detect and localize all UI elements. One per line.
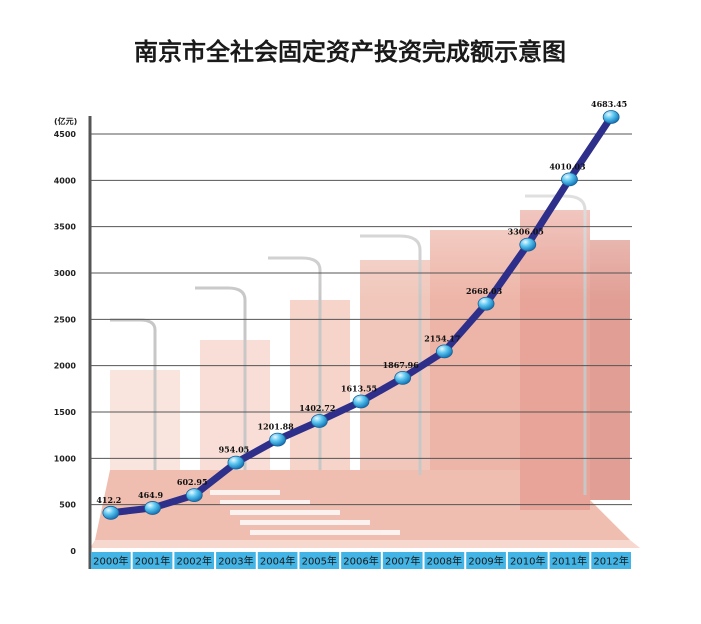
data-label: 1613.55 xyxy=(341,383,377,393)
category-cell xyxy=(466,552,506,569)
x-tick-label: 2007年 xyxy=(385,555,420,568)
data-point xyxy=(352,394,370,409)
y-tick-label: 1500 xyxy=(54,408,77,417)
y-tick-label: 500 xyxy=(59,501,76,510)
chart-title: 南京市全社会固定资产投资完成额示意图 xyxy=(134,37,566,66)
data-point xyxy=(435,344,453,359)
category-cell xyxy=(341,552,381,569)
data-point xyxy=(602,110,620,124)
data-point xyxy=(102,505,120,520)
data-label: 1201.88 xyxy=(258,422,295,432)
category-cell xyxy=(174,552,215,569)
category-cell xyxy=(299,552,340,569)
y-tick-label: 4000 xyxy=(54,176,77,185)
y-axis-unit-label: (亿元) xyxy=(54,116,77,126)
x-tick-label: 2008年 xyxy=(427,555,462,568)
data-label: 464.9 xyxy=(138,490,163,500)
x-tick-label: 2000年 xyxy=(93,555,128,568)
data-label: 954.05 xyxy=(219,445,250,455)
category-cell xyxy=(91,552,131,569)
category-cell xyxy=(424,552,465,569)
data-point xyxy=(477,296,495,311)
category-cell xyxy=(382,552,423,569)
x-tick-label: 2006年 xyxy=(343,555,378,568)
category-cell xyxy=(257,552,298,569)
data-value-labels: 412.2 464.9 602.95 954.05 1201.88 1402.72 1613… xyxy=(96,99,627,505)
y-tick-label: 3500 xyxy=(54,223,77,232)
data-label: 412.2 xyxy=(96,495,121,505)
data-label: 4683.45 xyxy=(591,99,627,109)
category-cell xyxy=(216,552,256,569)
data-point xyxy=(185,488,203,503)
category-axis: 2000年 2001年 2002年 2003年 2004年 2005年 2006年 2007年… xyxy=(91,552,631,569)
data-label: 2668.03 xyxy=(466,286,503,296)
background-city-scene xyxy=(90,100,640,548)
y-tick-label: 2500 xyxy=(54,315,77,324)
data-point xyxy=(561,172,578,187)
y-tick-label: 3000 xyxy=(54,269,77,278)
category-cell xyxy=(591,552,631,569)
data-point xyxy=(519,237,537,252)
data-label: 1867.96 xyxy=(383,360,420,370)
x-tick-label: 2010年 xyxy=(510,555,545,568)
data-label: 4010.03 xyxy=(549,161,586,171)
data-point-markers xyxy=(102,110,620,520)
x-tick-label: 2005年 xyxy=(302,555,337,568)
y-tick-label: 1000 xyxy=(54,454,77,463)
x-tick-label: 2004年 xyxy=(260,555,295,568)
y-axis-ticks: 0 500 1000 1500 2000 2500 3000 3500 4000 4500 xyxy=(54,130,77,556)
x-tick-label: 2011年 xyxy=(552,555,587,568)
data-label: 2154.17 xyxy=(424,333,460,343)
data-label: 3306.05 xyxy=(508,227,544,237)
x-tick-label: 2003年 xyxy=(218,555,253,568)
data-point xyxy=(394,371,412,385)
y-tick-label: 2000 xyxy=(54,362,77,371)
y-tick-label: 0 xyxy=(70,547,76,556)
category-cell xyxy=(549,552,590,569)
category-cell xyxy=(132,552,173,569)
data-point xyxy=(227,455,245,470)
data-point xyxy=(310,414,328,428)
data-label: 602.95 xyxy=(177,477,208,487)
x-tick-label: 2009年 xyxy=(468,555,503,568)
x-tick-label: 2001年 xyxy=(135,555,170,568)
y-tick-label: 4500 xyxy=(54,130,77,139)
data-label: 1402.72 xyxy=(299,403,335,413)
category-cell xyxy=(507,552,548,569)
x-tick-label: 2012年 xyxy=(593,555,628,568)
data-point xyxy=(269,432,287,447)
data-point xyxy=(144,501,161,515)
x-tick-label: 2002年 xyxy=(177,555,212,568)
